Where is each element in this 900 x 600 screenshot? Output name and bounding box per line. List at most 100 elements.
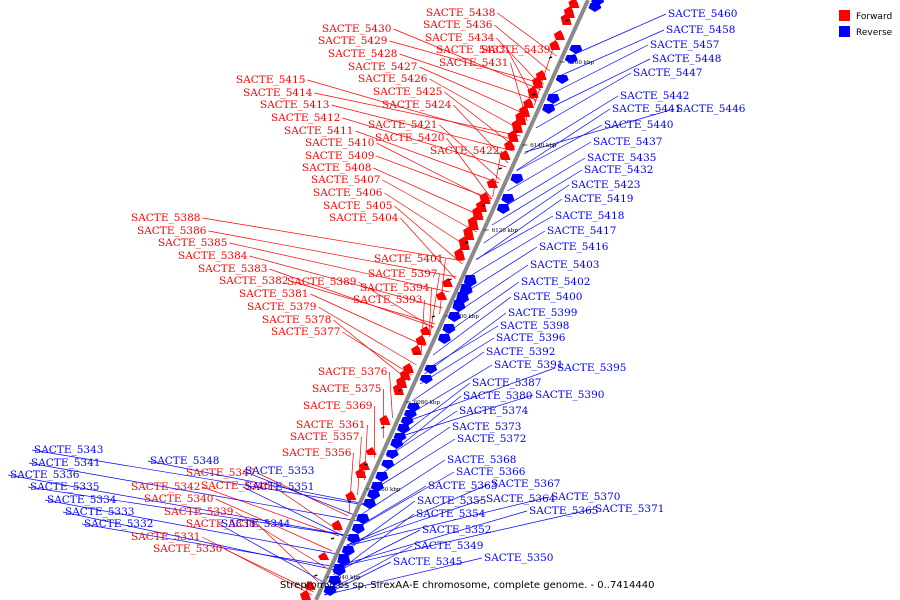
leader-line [378,426,451,477]
gene-label: SACTE_5336 [10,469,80,481]
leader-line [346,483,490,546]
reverse-gene [459,284,473,296]
reverse-gene [419,375,433,384]
forward-gene [355,468,367,478]
leader-line [307,79,519,142]
leader-line [218,523,329,586]
gene-label: SACTE_5392 [486,346,555,358]
leader-line [400,217,456,280]
forward-gene [441,278,453,287]
legend-label-reverse: Reverse [856,28,893,38]
reverse-gene [356,514,370,524]
scale-mark [532,93,536,96]
legend-swatch-reverse [839,26,850,37]
leader-line [318,306,417,366]
leader-line [371,438,456,492]
leader-line [355,130,500,184]
reverse-gene [403,410,417,419]
gene-label: SACTE_5372 [457,433,526,445]
gene-label: SACTE_5350 [484,552,553,564]
gene-label: SACTE_5397 [368,268,437,280]
gene-label: SACTE_5419 [564,193,633,205]
reverse-gene [564,55,578,64]
gene-label: SACTE_5429 [318,35,387,47]
forward-gene [331,520,343,530]
leader-line [373,167,484,218]
leader-line [269,268,434,328]
reverse-gene [370,482,384,492]
leader-line [559,29,665,77]
gene-label: SACTE_5396 [496,332,566,344]
leader-line [524,108,675,153]
leader-line [44,499,343,556]
forward-gene [379,415,391,425]
leader-line [444,91,516,148]
map-title: Streptomyces sp. SirexAA-E chromosome, c… [280,580,655,591]
gene-label: SACTE_5425 [373,86,442,98]
leader-line [439,258,446,315]
tick-label: 6160 kbp [568,60,595,66]
scale-mark [548,56,553,59]
gene-label: SACTE_5408 [302,162,371,174]
leader-line [272,485,342,533]
reverse-gene [323,586,337,596]
legend-label-forward: Forward [856,12,892,22]
gene-label: SACTE_5351 [245,481,314,493]
leader-line [215,498,333,552]
leader-line [337,510,528,567]
gene-label: SACTE_5333 [65,506,134,518]
reverse-gene [375,472,389,482]
gene-label: SACTE_5435 [587,152,656,164]
forward-gene [535,70,547,80]
leader-line [491,169,583,226]
gene-label: SACTE_5410 [305,137,374,149]
reverse-gene [555,75,569,84]
leader-line [568,13,667,58]
gene-label: SACTE_5437 [593,136,662,148]
leader-line [346,496,550,547]
gene-label: SACTE_5348 [150,455,219,467]
forward-gene [499,150,511,160]
leader-line [439,124,501,181]
gene-label: SACTE_5389 [287,276,356,288]
reverse-gene [447,312,461,322]
reverse-gene [546,94,560,104]
gene-label: SACTE_5377 [271,326,340,338]
gene-label: SACTE_5426 [358,73,428,85]
gene-label: SACTE_5417 [547,225,616,237]
gene-label: SACTE_5356 [282,447,352,459]
tick-label: 6120 kbp [492,228,519,234]
gene-label: SACTE_5393 [353,294,422,306]
tick-label: 6040 kbp [334,575,361,581]
leader-line [394,205,463,265]
gene-label: SACTE_5438 [426,7,495,19]
gene-label: SACTE_5361 [296,419,365,431]
leader-line [202,536,313,596]
gene-label: SACTE_5354 [416,508,486,520]
gene-label: SACTE_5366 [456,466,526,478]
gene-label: SACTE_5334 [47,494,117,506]
forward-gene [411,345,423,355]
axis-line [314,0,590,600]
reverse-gene [437,334,451,344]
gene-label: SACTE_5388 [131,212,200,224]
forward-gene [365,447,377,455]
gene-label: SACTE_5439 [481,44,550,56]
gene-label: SACTE_5374 [459,405,529,417]
forward-gene [568,0,580,8]
tick-label: 6060 kbp [374,487,401,493]
gene-label: SACTE_5365 [529,505,598,517]
reverse-gene [341,546,355,556]
reverse-gene [351,524,365,534]
reverse-gene [496,204,510,214]
gene-label: SACTE_5403 [530,259,599,271]
leader-line [384,192,470,249]
gene-label: SACTE_5402 [521,276,590,288]
reverse-gene [424,365,438,374]
scale-mark [498,167,503,170]
gene-label: SACTE_5376 [318,366,388,378]
reverse-gene [407,403,421,412]
gene-label: SACTE_5422 [430,145,499,157]
